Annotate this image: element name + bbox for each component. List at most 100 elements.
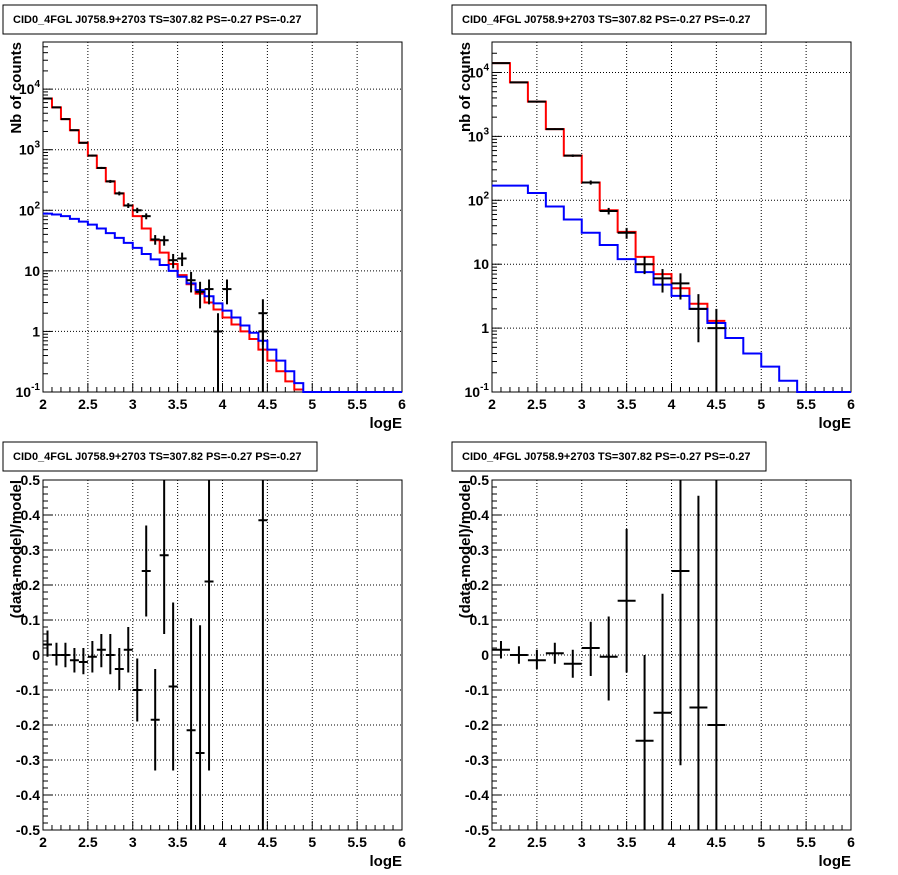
data-point	[653, 269, 672, 293]
data-point	[581, 180, 600, 185]
y-tick-label: 0.2	[470, 577, 490, 593]
x-tick-label: 3.5	[168, 834, 188, 850]
data-point	[123, 203, 133, 209]
y-tick-label: 0.5	[470, 472, 490, 488]
x-tick-label: 6	[398, 834, 406, 850]
y-tick-label: 103	[19, 140, 41, 158]
x-tick-label: 3.5	[168, 396, 188, 412]
data-point	[141, 525, 151, 617]
title-box	[451, 4, 767, 35]
data-point	[492, 62, 510, 65]
data-point	[150, 235, 160, 245]
x-tick-label: 5	[308, 396, 316, 412]
x-tick-label: 3	[129, 396, 137, 412]
data-point	[545, 128, 564, 131]
chart-title: CID0_4FGL J0758.9+2703 TS=307.82 PS=-0.2…	[462, 14, 750, 26]
y-tick-label: 0.3	[470, 542, 490, 558]
x-tick-label: 5.5	[796, 396, 816, 412]
data-point	[114, 191, 124, 196]
y-tick-label: 0.4	[470, 507, 490, 523]
y-tick-label: 102	[19, 200, 41, 218]
x-tick-label: 2	[39, 396, 47, 412]
x-tick-label: 6	[847, 396, 855, 412]
y-axis-label: nb of counts	[457, 42, 474, 132]
data-point	[509, 646, 528, 664]
title-box	[2, 441, 318, 472]
data-point	[43, 630, 52, 657]
x-tick-label: 2.5	[78, 834, 98, 850]
x-tick-label: 2.5	[527, 396, 547, 412]
data-point	[105, 634, 115, 675]
x-tick-label: 4	[219, 396, 227, 412]
data-point	[60, 118, 70, 121]
data-point	[258, 480, 268, 830]
data-point	[51, 106, 61, 109]
y-tick-label: 0.4	[21, 507, 41, 523]
x-tick-label: 4	[668, 834, 676, 850]
y-tick-label: 10-1	[16, 382, 41, 400]
x-tick-label: 2.5	[527, 834, 547, 850]
data-point	[599, 207, 618, 215]
x-tick-label: 6	[847, 834, 855, 850]
data-point	[186, 618, 196, 830]
data-point	[159, 235, 169, 246]
x-tick-label: 3.5	[617, 396, 637, 412]
x-tick-label: 4.5	[258, 396, 278, 412]
data-point	[671, 273, 690, 300]
data-point	[563, 154, 582, 157]
y-tick-label: -0.3	[465, 752, 489, 768]
x-tick-label: 2	[39, 834, 47, 850]
data-point	[105, 179, 115, 183]
data-point	[258, 313, 268, 392]
data-point	[69, 648, 79, 673]
data-point	[492, 641, 510, 659]
data-point	[123, 627, 133, 673]
data-point	[132, 207, 142, 214]
x-tick-label: 3	[129, 834, 137, 850]
x-tick-label: 4.5	[707, 834, 727, 850]
y-tick-label: 0.2	[21, 577, 41, 593]
data-point	[689, 294, 708, 343]
y-tick-label: -0.1	[465, 682, 489, 698]
panel-2: CID0_4FGL J0758.9+2703 TS=307.82 PS=-0.2…	[451, 4, 855, 432]
x-tick-label: 5.5	[796, 834, 816, 850]
x-tick-label: 4.5	[258, 834, 278, 850]
y-tick-label: -0.2	[465, 717, 489, 733]
data-point	[87, 154, 97, 157]
x-axis-label: logE	[370, 853, 403, 870]
data-point	[43, 97, 52, 100]
panel-3: CID0_4FGL J0758.9+2703 TS=307.82 PS=-0.2…	[2, 441, 406, 870]
data-point	[168, 253, 178, 269]
data-point	[87, 641, 97, 673]
data-point	[527, 100, 546, 103]
panel-4: CID0_4FGL J0758.9+2703 TS=307.82 PS=-0.2…	[451, 441, 855, 870]
x-tick-label: 4	[219, 834, 227, 850]
data-point	[195, 625, 205, 830]
data-point	[689, 495, 708, 830]
y-tick-label: -0.3	[16, 752, 40, 768]
data-point	[653, 593, 672, 830]
chart-title: CID0_4FGL J0758.9+2703 TS=307.82 PS=-0.2…	[13, 14, 301, 26]
data-point	[671, 480, 690, 766]
x-tick-label: 2.5	[78, 396, 98, 412]
x-tick-label: 5	[308, 834, 316, 850]
y-tick-label: -0.4	[465, 787, 489, 803]
x-tick-label: 5.5	[347, 834, 367, 850]
y-tick-label: -0.1	[16, 682, 40, 698]
y-tick-label: 1	[481, 320, 489, 336]
y-tick-label: 0	[32, 647, 40, 663]
x-axis-label: logE	[370, 415, 403, 432]
x-tick-label: 6	[398, 396, 406, 412]
y-tick-label: 103	[468, 126, 490, 144]
y-tick-label: -0.5	[465, 822, 489, 838]
data-point	[96, 634, 106, 668]
x-tick-label: 4.5	[707, 396, 727, 412]
data-point	[635, 256, 654, 275]
data-point	[707, 308, 726, 392]
title-box	[451, 441, 767, 472]
y-tick-label: 0.1	[21, 612, 41, 628]
x-tick-label: 5.5	[347, 396, 367, 412]
data-point	[617, 227, 636, 239]
data-point	[509, 81, 528, 84]
data-point	[78, 648, 88, 675]
